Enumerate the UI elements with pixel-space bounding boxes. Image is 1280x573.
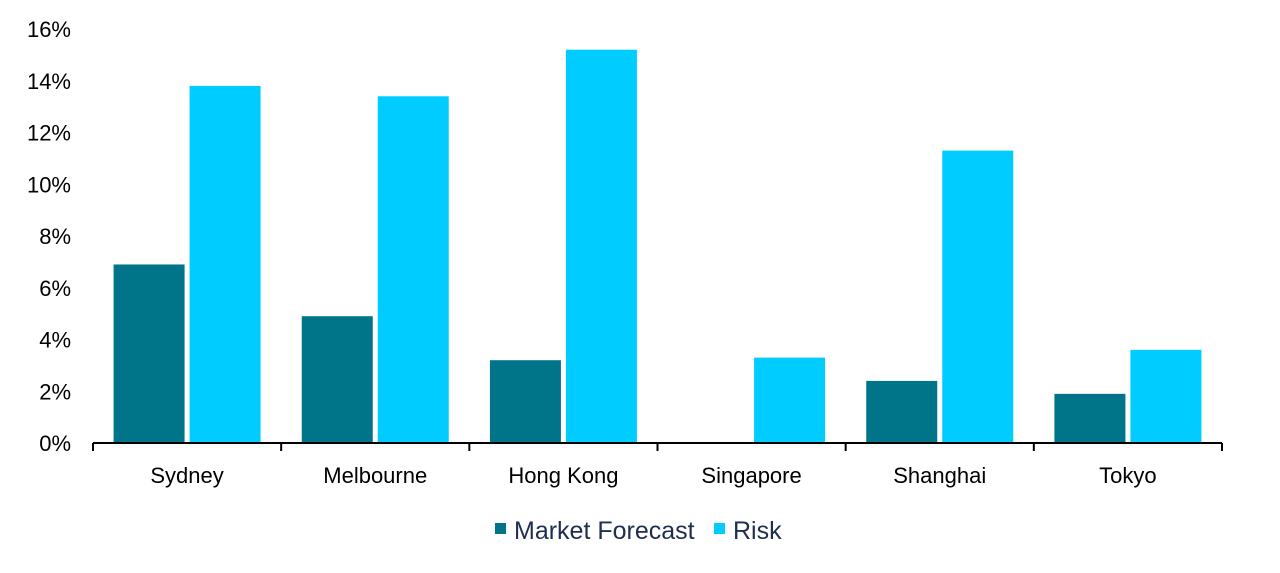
y-tick-label: 12% xyxy=(27,121,71,146)
y-tick-label: 10% xyxy=(27,172,71,197)
bar-risk xyxy=(1130,349,1202,443)
y-axis: 0% 2% 4% 6% 8% 10% 12% 14% 16% xyxy=(27,17,71,456)
bar-market-forecast xyxy=(301,316,373,443)
x-category-label: Sydney xyxy=(150,463,223,488)
bars xyxy=(113,49,1202,444)
bar-risk xyxy=(377,96,449,444)
y-tick-label: 14% xyxy=(27,69,71,94)
bar-risk xyxy=(189,85,261,444)
legend-swatch xyxy=(495,523,506,534)
y-tick-label: 16% xyxy=(27,17,71,42)
bar-market-forecast xyxy=(113,264,185,443)
legend: Market Forecast Risk xyxy=(495,517,782,545)
bar-market-forecast xyxy=(1054,393,1126,443)
y-tick-label: 0% xyxy=(39,431,71,456)
legend-label: Market Forecast xyxy=(514,517,695,545)
y-tick-label: 6% xyxy=(39,276,71,301)
legend-swatch xyxy=(714,523,725,534)
legend-label: Risk xyxy=(733,517,782,545)
y-tick-label: 8% xyxy=(39,224,71,249)
bar-market-forecast xyxy=(866,380,938,443)
y-tick-label: 2% xyxy=(39,379,71,404)
bar-risk xyxy=(754,357,826,443)
bar-risk xyxy=(942,150,1014,444)
x-category-label: Hong Kong xyxy=(508,463,618,488)
bar-risk xyxy=(565,49,637,443)
bar-market-forecast xyxy=(489,360,561,443)
x-category-label: Melbourne xyxy=(323,463,427,488)
x-category-label: Tokyo xyxy=(1099,463,1156,488)
x-category-label: Singapore xyxy=(701,463,801,488)
y-tick-label: 4% xyxy=(39,328,71,353)
x-axis: Sydney Melbourne Hong Kong Singapore Shangha… xyxy=(92,442,1223,488)
x-category-label: Shanghai xyxy=(893,463,986,488)
